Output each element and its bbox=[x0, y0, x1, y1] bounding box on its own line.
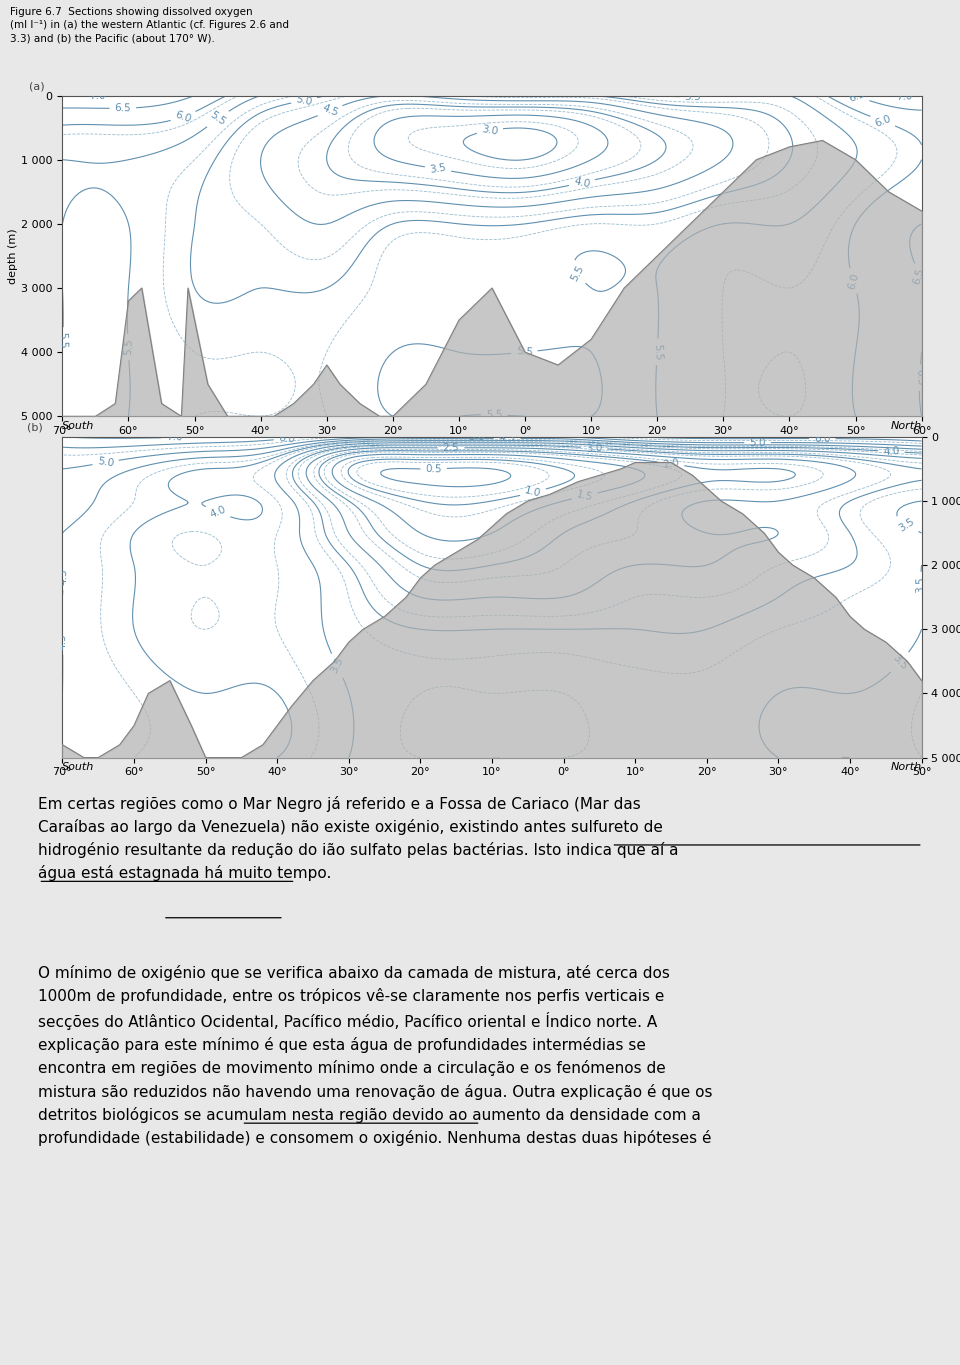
Text: 3.5: 3.5 bbox=[916, 576, 925, 594]
Text: O mínimo de oxigénio que se verifica abaixo da camada de mistura, até cerca dos
: O mínimo de oxigénio que se verifica aba… bbox=[38, 965, 713, 1145]
Text: 5.5: 5.5 bbox=[652, 343, 662, 360]
Text: 6.5: 6.5 bbox=[114, 102, 132, 113]
Text: 4.5: 4.5 bbox=[58, 633, 68, 650]
Text: 4.5: 4.5 bbox=[321, 102, 340, 119]
Text: 4.0: 4.0 bbox=[208, 505, 228, 520]
Text: 6.5: 6.5 bbox=[914, 369, 925, 386]
Text: 2.0: 2.0 bbox=[662, 457, 680, 470]
Text: 7.0: 7.0 bbox=[88, 91, 106, 101]
Text: South: South bbox=[62, 422, 95, 431]
Text: 5.5: 5.5 bbox=[516, 347, 533, 358]
Text: 6.5: 6.5 bbox=[848, 89, 866, 104]
Text: North: North bbox=[891, 422, 922, 431]
Text: 1.0: 1.0 bbox=[524, 486, 542, 500]
Text: 3.0: 3.0 bbox=[481, 124, 499, 136]
Text: 5.5: 5.5 bbox=[486, 410, 503, 420]
Text: 5.5: 5.5 bbox=[684, 91, 701, 102]
Text: 6.0: 6.0 bbox=[278, 433, 296, 445]
Text: 3.5: 3.5 bbox=[897, 517, 916, 534]
Text: 3.5: 3.5 bbox=[329, 657, 346, 676]
Text: South: South bbox=[62, 763, 95, 773]
Text: 6.0: 6.0 bbox=[814, 434, 830, 444]
Text: 4.0: 4.0 bbox=[573, 176, 591, 190]
Text: 5.0: 5.0 bbox=[468, 431, 485, 442]
Text: 3.5: 3.5 bbox=[891, 652, 909, 672]
Text: 5.5: 5.5 bbox=[208, 111, 228, 128]
Text: 6.5: 6.5 bbox=[912, 266, 926, 285]
Text: 2.5: 2.5 bbox=[443, 442, 459, 453]
Text: 3.5: 3.5 bbox=[429, 162, 447, 175]
Text: 4.5: 4.5 bbox=[499, 434, 516, 444]
Text: 0.5: 0.5 bbox=[425, 464, 442, 474]
Y-axis label: depth (m): depth (m) bbox=[9, 228, 18, 284]
Text: 7.0: 7.0 bbox=[166, 433, 183, 442]
Text: 6.0: 6.0 bbox=[874, 113, 892, 128]
Text: 5.0: 5.0 bbox=[97, 456, 114, 468]
Text: 4.5: 4.5 bbox=[59, 569, 68, 586]
Text: North: North bbox=[891, 763, 922, 773]
Text: Em certas regiões como o Mar Negro já referido e a Fossa de Cariaco (Mar das
Car: Em certas regiões como o Mar Negro já re… bbox=[38, 796, 679, 882]
Text: 5.0: 5.0 bbox=[295, 94, 313, 106]
Text: 5.5: 5.5 bbox=[123, 339, 133, 355]
Text: 6.0: 6.0 bbox=[174, 109, 193, 124]
Text: Figure 6.7  Sections showing dissolved oxygen
(ml l⁻¹) in (a) the western Atlant: Figure 6.7 Sections showing dissolved ox… bbox=[10, 7, 289, 44]
Text: 5.0: 5.0 bbox=[749, 438, 766, 448]
Text: (a): (a) bbox=[30, 81, 45, 91]
Text: 3.0: 3.0 bbox=[586, 442, 603, 453]
Text: (b): (b) bbox=[27, 422, 42, 433]
Text: 6.0: 6.0 bbox=[847, 272, 860, 291]
Text: 5.5: 5.5 bbox=[569, 263, 586, 283]
Text: 1.5: 1.5 bbox=[576, 489, 594, 502]
Text: 4.0: 4.0 bbox=[883, 446, 900, 457]
Text: 5.5: 5.5 bbox=[58, 332, 68, 349]
Text: 7.0: 7.0 bbox=[896, 91, 913, 102]
